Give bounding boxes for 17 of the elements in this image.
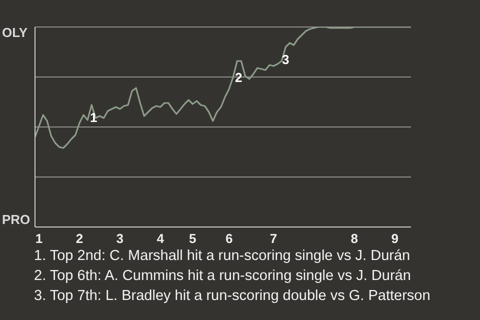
annotation: 1 bbox=[90, 110, 98, 125]
text: OLY bbox=[2, 25, 28, 41]
text: 1. Top 2nd: C. Marshall hit a run-scoring single vs J. Durán bbox=[34, 247, 412, 266]
text: PRO bbox=[2, 212, 30, 228]
x-tick-label: 2 bbox=[76, 231, 84, 246]
x-tick-label: 9 bbox=[391, 231, 398, 246]
text: 3. Top 7th: L. Bradley hit a run-scoring double vs G. Patterson bbox=[34, 287, 430, 306]
text: 2. Top 6th: A. Cummins hit a run-scoring single vs J. Durán bbox=[34, 267, 412, 286]
x-tick-label: 6 bbox=[225, 231, 233, 246]
x-tick-label: 5 bbox=[189, 231, 196, 246]
x-tick-label: 3 bbox=[116, 231, 124, 246]
annotation: 2 bbox=[235, 70, 242, 85]
x-tick-label: 8 bbox=[350, 231, 358, 246]
x-tick-label: 7 bbox=[270, 231, 278, 246]
annotation: 3 bbox=[282, 52, 290, 67]
x-tick-label: 4 bbox=[156, 231, 165, 246]
x-tick-label: 1 bbox=[35, 231, 43, 246]
